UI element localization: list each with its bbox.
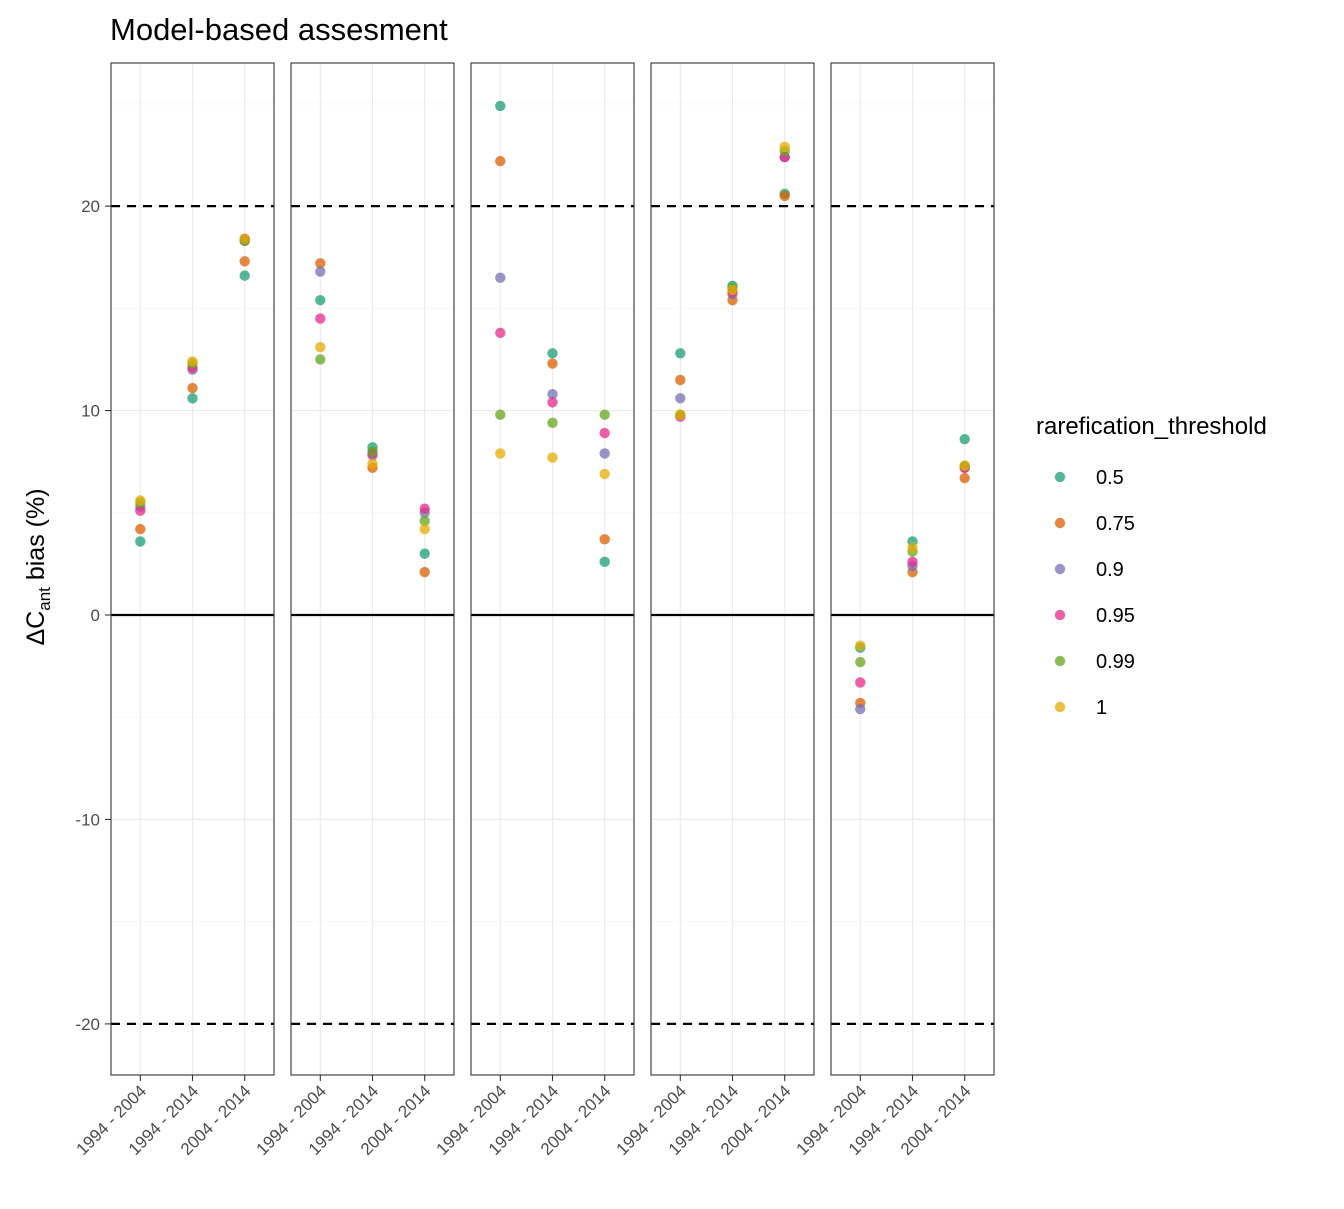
data-point-0_9-1 — [675, 393, 686, 404]
legend-entries: 0.5 0.75 0.9 0.95 0.99 1 — [1054, 467, 1135, 719]
data-point-0_5-3 — [599, 556, 610, 568]
data-point-0_9-1 — [315, 266, 326, 277]
y-tick-label: 20 — [81, 197, 100, 216]
legend-key — [1054, 609, 1066, 621]
data-point-1-2 — [547, 452, 558, 463]
data-point-0_99-3 — [599, 409, 610, 420]
data-point-1-2 — [367, 458, 378, 469]
data-point-1-3 — [599, 468, 610, 480]
data-point-0_75-2 — [187, 382, 198, 394]
legend-item-0_95: 0.95 — [1054, 605, 1135, 627]
y-axis-title-prefix: ΔC — [22, 611, 50, 646]
legend-key — [1054, 655, 1066, 667]
data-point-1-2 — [187, 356, 198, 367]
data-point-1-1 — [315, 341, 326, 353]
data-point-0_95-1 — [855, 677, 866, 688]
chart-title: Model-based assesment — [110, 12, 448, 47]
legend-label: 0.5 — [1096, 467, 1124, 489]
data-point-0_9-1 — [855, 703, 866, 715]
data-point-0_5-2 — [187, 393, 198, 404]
data-point-0_5-1 — [495, 100, 506, 112]
legend-item-0_5: 0.5 — [1054, 467, 1124, 489]
data-point-0_99-1 — [495, 409, 506, 420]
data-point-1-1 — [495, 448, 506, 459]
data-point-0_75-2 — [547, 358, 558, 369]
legend-item-1: 1 — [1054, 697, 1107, 719]
data-point-0_99-2 — [547, 417, 558, 429]
data-point-0_5-1 — [675, 348, 686, 359]
legend-item-0_99: 0.99 — [1054, 651, 1135, 673]
y-tick-label: -10 — [75, 810, 100, 829]
data-point-0_99-1 — [315, 354, 326, 365]
data-point-0_99-3 — [419, 515, 430, 527]
data-point-0_75-3 — [779, 190, 790, 202]
legend-label: 0.99 — [1096, 651, 1135, 673]
data-point-0_95-1 — [135, 505, 146, 516]
legend-item-0_75: 0.75 — [1054, 513, 1135, 535]
data-point-0_5-1 — [315, 294, 326, 306]
data-point-0_5-3 — [419, 548, 430, 559]
data-point-0_5-3 — [239, 270, 250, 281]
y-axis-title: ΔCant bias (%) — [22, 488, 54, 645]
legend-key — [1054, 471, 1066, 483]
data-point-1-3 — [959, 460, 970, 471]
legend-title: rarefication_threshold — [1036, 413, 1267, 440]
data-point-1-1 — [675, 409, 686, 420]
data-point-0_95-1 — [315, 313, 326, 324]
legend-label: 0.75 — [1096, 513, 1135, 535]
data-point-0_75-1 — [675, 374, 686, 386]
data-point-0_9-1 — [495, 272, 506, 283]
legend-label: 0.9 — [1096, 559, 1124, 581]
data-point-0_95-1 — [495, 327, 506, 339]
data-point-0_75-1 — [495, 155, 506, 167]
data-point-1-3 — [779, 141, 790, 153]
data-point-1-3 — [419, 523, 430, 535]
legend-key — [1054, 517, 1066, 529]
data-point-0_99-2 — [367, 446, 378, 457]
data-point-1-1 — [135, 495, 146, 506]
data-point-0_95-3 — [419, 503, 430, 514]
data-point-1-2 — [727, 284, 738, 296]
data-point-0_75-3 — [419, 566, 430, 578]
legend-key — [1054, 563, 1066, 575]
legend-key — [1054, 701, 1066, 713]
data-point-1-3 — [239, 233, 250, 245]
y-tick-label: -20 — [75, 1015, 100, 1034]
data-point-0_95-3 — [599, 427, 610, 439]
legend: rarefication_threshold 0.5 0.75 0.9 0.95 0.9… — [1036, 413, 1267, 719]
y-axis-title-suffix: bias (%) — [22, 488, 50, 587]
data-point-0_99-1 — [855, 656, 866, 668]
y-tick-label: 10 — [81, 402, 100, 421]
data-point-1-2 — [907, 542, 918, 553]
data-point-0_5-2 — [547, 348, 558, 359]
data-point-0_75-1 — [135, 523, 146, 535]
data-point-0_95-2 — [547, 397, 558, 408]
data-point-0_75-3 — [599, 534, 610, 545]
data-point-0_95-2 — [907, 556, 918, 568]
data-point-0_75-1 — [315, 258, 326, 269]
y-axis-title-subscript: ant — [35, 587, 54, 611]
legend-label: 1 — [1096, 697, 1107, 719]
data-point-1-1 — [855, 640, 866, 651]
legend-item-0_9: 0.9 — [1054, 559, 1124, 581]
data-point-0_9-2 — [547, 389, 558, 400]
data-point-0_75-3 — [959, 472, 970, 484]
y-tick-label: 0 — [91, 606, 100, 625]
data-point-0_75-3 — [239, 256, 250, 267]
legend-label: 0.95 — [1096, 605, 1135, 627]
data-point-0_9-3 — [599, 448, 610, 459]
data-point-0_5-3 — [959, 433, 970, 445]
data-point-0_5-1 — [135, 536, 146, 547]
